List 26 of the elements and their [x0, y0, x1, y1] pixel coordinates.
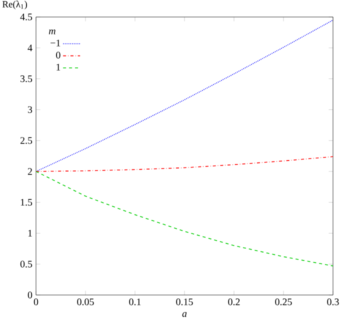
y-tick-label: 3: [28, 106, 32, 114]
line-series: [36, 171, 333, 266]
y-tick-label: 0.5: [20, 260, 32, 268]
y-tick-label: 2: [28, 168, 32, 175]
x-tick-label: 0: [34, 298, 38, 306]
y-tick-label: 1: [28, 230, 32, 237]
y-tick-label: 4: [28, 44, 32, 52]
x-tick-label: 0.25: [275, 298, 292, 306]
x-axis-title: a: [182, 312, 187, 317]
y-tick-label: 4.5: [20, 14, 32, 20]
legend-label: 0: [56, 52, 60, 58]
x-tick-label: 0.15: [176, 298, 193, 306]
y-axis-title: Re(λ$_{1}$): [2, 0, 27, 10]
y-tick-label: 2.5: [20, 137, 32, 144]
y-tick-label: 3.5: [20, 75, 32, 82]
line-series: [36, 156, 333, 172]
line-series: [36, 20, 333, 172]
x-tick-label: 0.05: [77, 298, 94, 306]
x-tick-label: 0.1: [129, 298, 141, 306]
y-tick-label: 1.5: [20, 198, 32, 206]
x-tick-label: 0.3: [327, 298, 339, 306]
x-tick-label: 0.2: [228, 298, 240, 306]
y-tick-label: 0: [28, 292, 32, 298]
legend-label: −1: [50, 40, 60, 46]
legend-title: m: [48, 30, 56, 34]
legend-label: 1: [56, 64, 60, 70]
